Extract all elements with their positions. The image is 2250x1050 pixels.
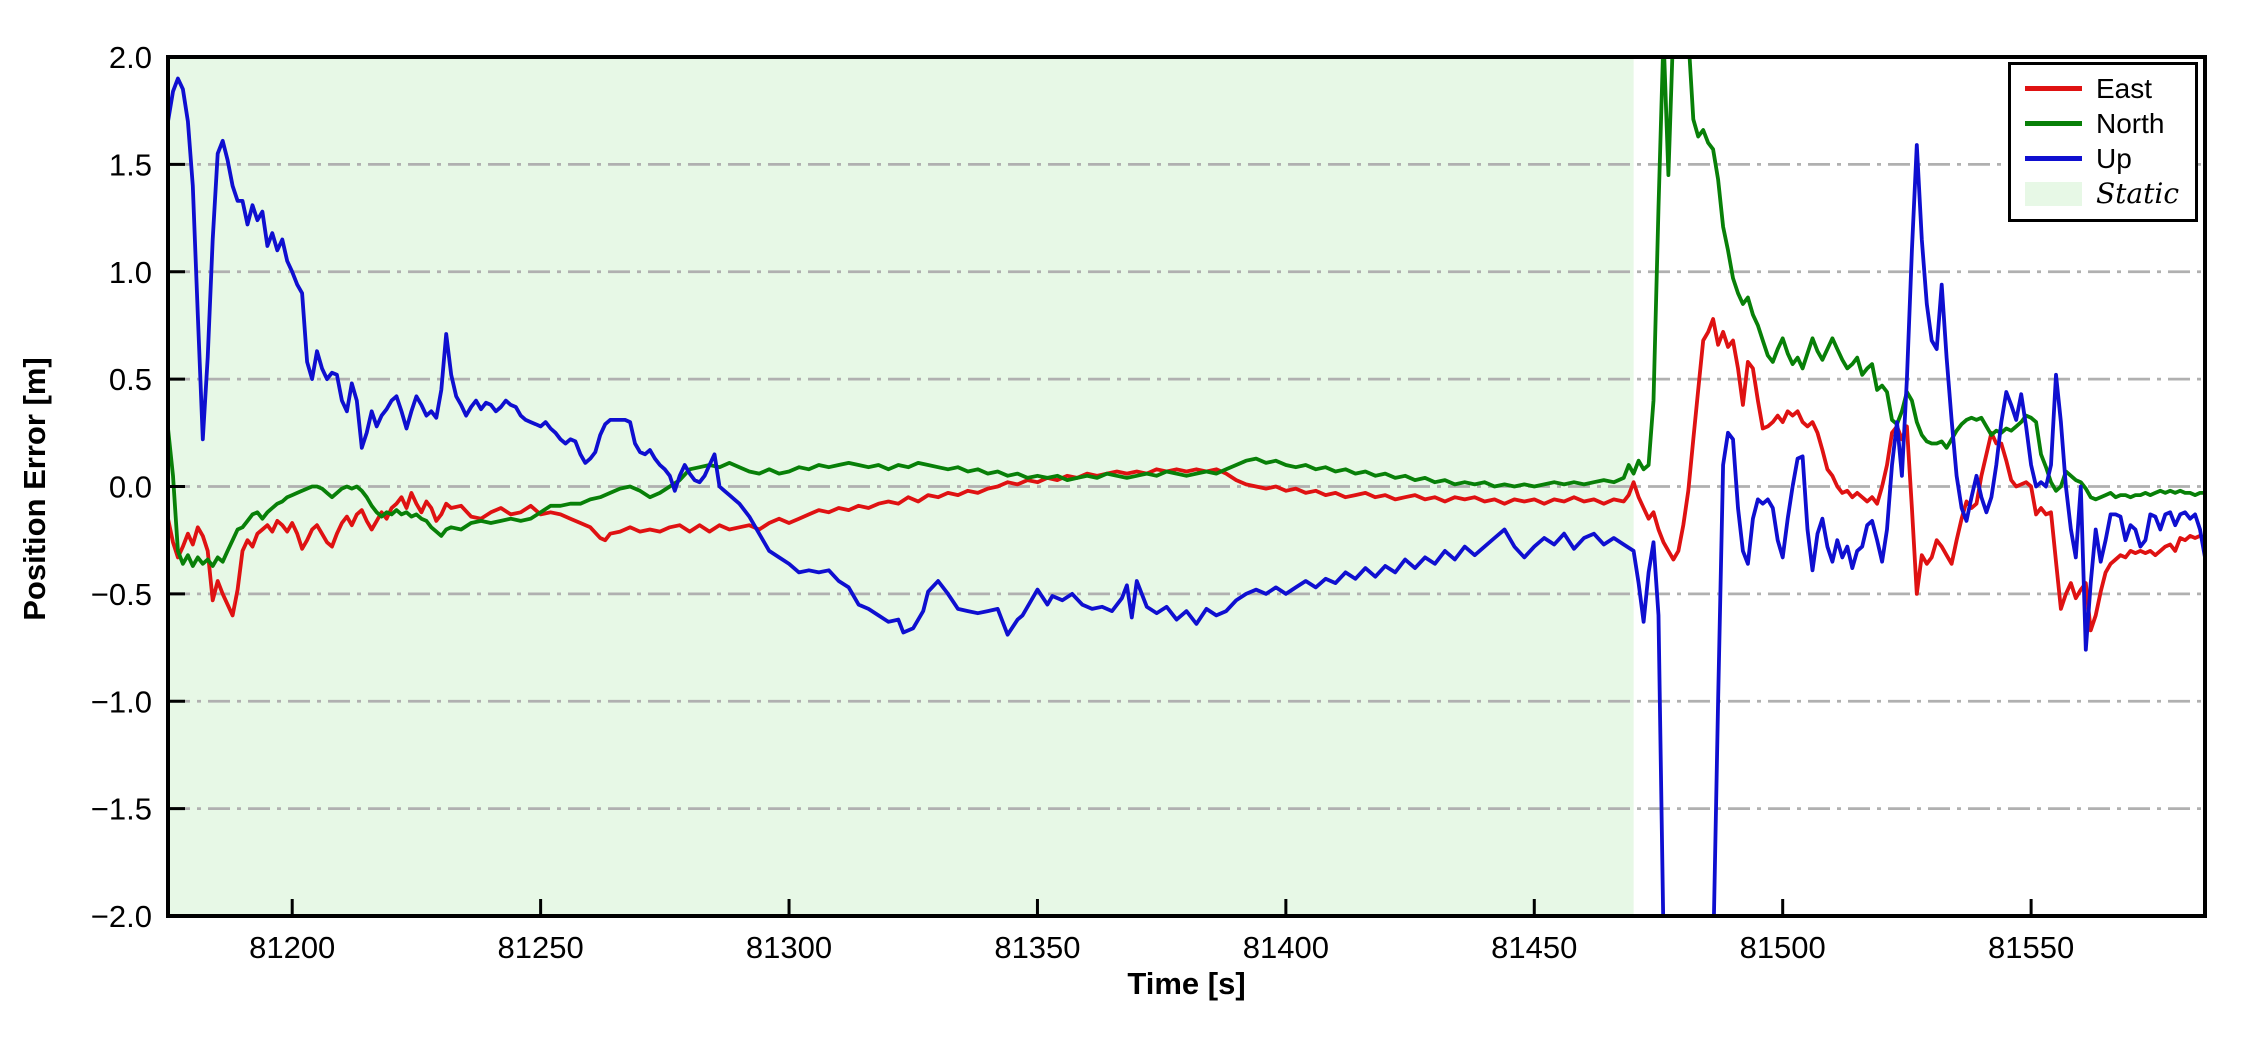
y-tick-label: −1.0 [91, 684, 152, 719]
y-tick-label: −0.5 [91, 577, 152, 612]
y-tick-label: −2.0 [91, 899, 152, 934]
x-tick-label: 81550 [1988, 930, 2074, 965]
y-axis-label: Position Error [m] [17, 357, 52, 621]
y-tick-label: 1.5 [109, 147, 152, 182]
north-line-swatch [2024, 121, 2082, 126]
legend: East North Up Static [2007, 62, 2198, 222]
static-patch-swatch [2024, 181, 2082, 206]
x-tick-label: 81350 [994, 930, 1080, 965]
x-tick-label: 81450 [1491, 930, 1577, 965]
legend-label-up: Up [2095, 142, 2132, 174]
x-tick-label: 81400 [1243, 930, 1329, 965]
x-tick-label: 81300 [746, 930, 832, 965]
y-tick-label: 0.5 [109, 362, 152, 397]
legend-label-east: East [2095, 72, 2153, 104]
east-line-swatch [2024, 86, 2082, 91]
y-tick-label: 2.0 [109, 40, 152, 75]
legend-item-north: North [2024, 107, 2179, 139]
series-up [168, 76, 2205, 916]
y-tick-label: 0.0 [109, 470, 152, 505]
series-north [168, 57, 2205, 568]
y-tick-label: −1.5 [91, 792, 152, 827]
plot-frame [166, 55, 2207, 918]
x-tick-label: 81200 [249, 930, 335, 965]
legend-item-up: Up [2024, 142, 2179, 174]
x-tick-label: 81250 [498, 930, 584, 965]
legend-label-static: Static [2095, 176, 2179, 210]
legend-item-static: Static [2024, 176, 2179, 210]
legend-item-east: East [2024, 72, 2179, 104]
x-tick-label: 81500 [1740, 930, 1826, 965]
up-line-swatch [2024, 156, 2082, 161]
x-axis-label: Time [s] [1127, 966, 1246, 1001]
legend-label-north: North [2095, 107, 2165, 139]
y-tick-label: 1.0 [109, 255, 152, 290]
series-east [168, 317, 2205, 633]
